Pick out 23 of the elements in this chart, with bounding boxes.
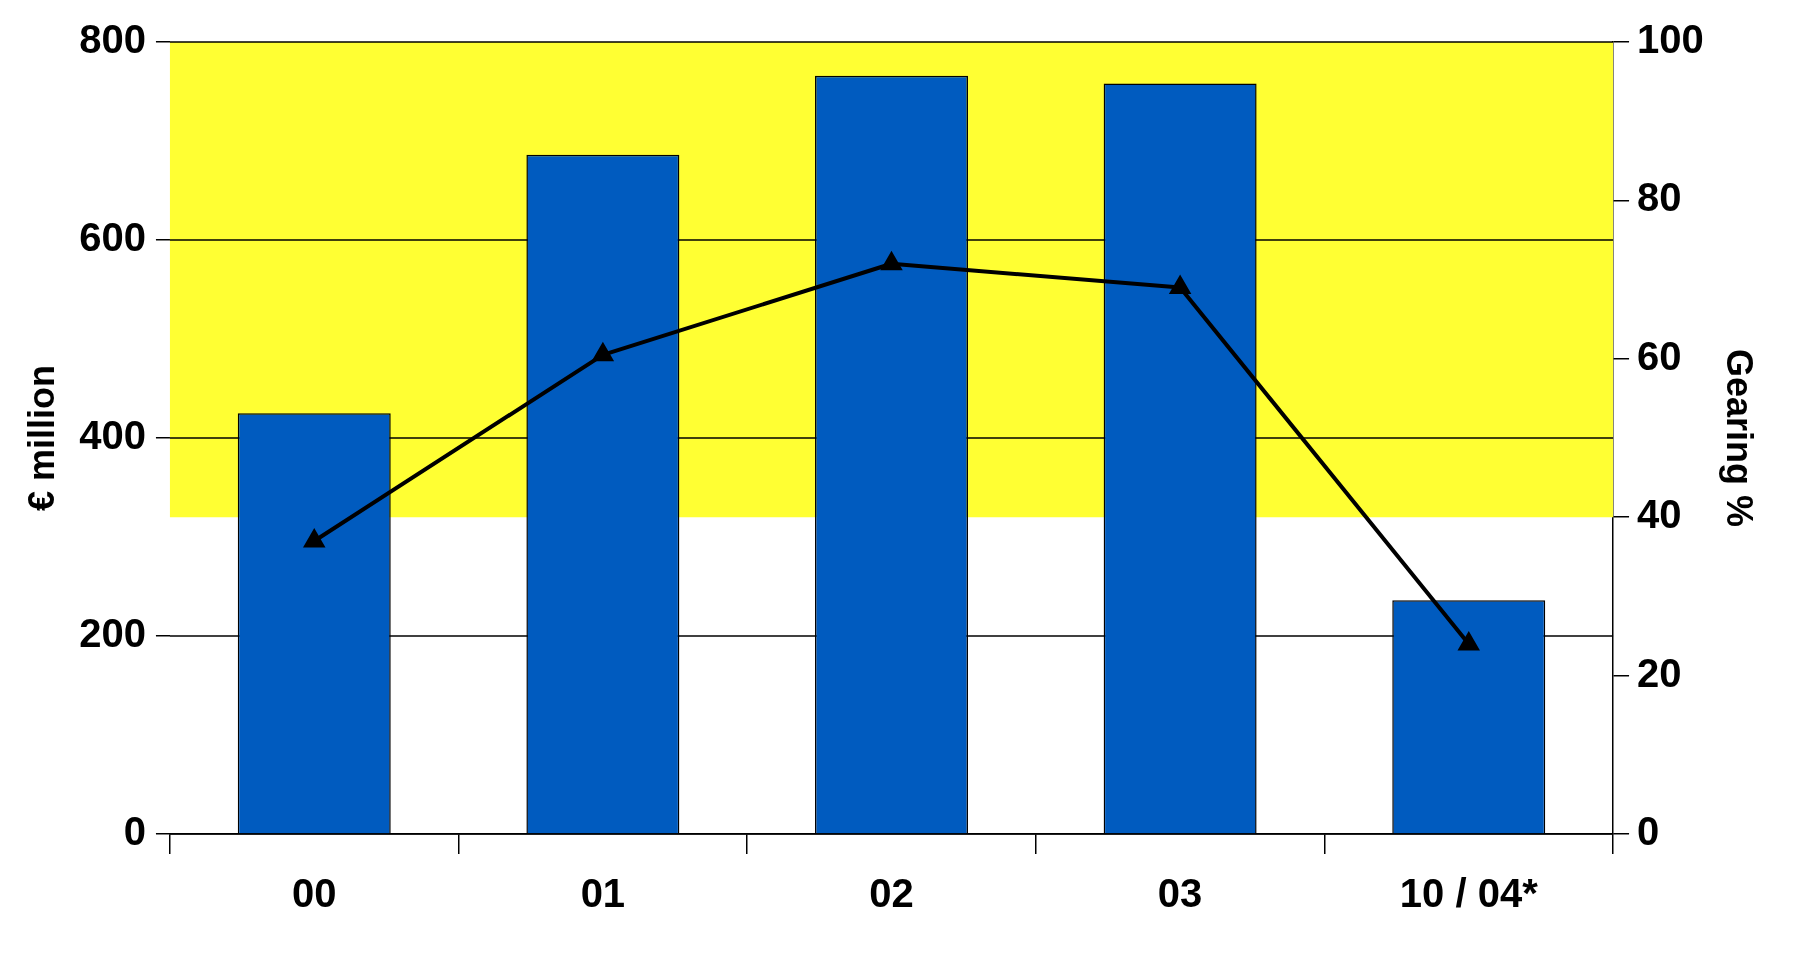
- y-tick-label: 0: [123, 809, 146, 854]
- x-tick-label: 00: [292, 871, 337, 916]
- y-axis-title: € million: [20, 364, 62, 512]
- y2-tick-label: 60: [1637, 333, 1682, 378]
- x-tick-label: 02: [869, 871, 914, 916]
- y2-tick-label: 20: [1637, 650, 1682, 695]
- y-tick-label: 400: [79, 413, 146, 458]
- y-tick-label: 200: [79, 611, 146, 656]
- x-tick-label: 10 / 04*: [1399, 871, 1539, 916]
- point: [304, 529, 325, 548]
- point: [1169, 274, 1192, 295]
- y-tick-label: 600: [79, 215, 146, 260]
- x-tick-label: 01: [580, 871, 626, 916]
- y2-tick-label: 40: [1637, 492, 1682, 537]
- point: [880, 250, 903, 271]
- y-tick-label: 800: [79, 17, 146, 62]
- y2-axis-title: Gearing %: [1719, 348, 1761, 528]
- point: [592, 341, 614, 362]
- point: [1458, 632, 1479, 651]
- x-tick-label: 03: [1157, 871, 1203, 916]
- y2-tick-label: 100: [1637, 17, 1704, 62]
- y2-tick-label: 80: [1637, 175, 1682, 220]
- y2-tick-label: 0: [1637, 809, 1660, 854]
